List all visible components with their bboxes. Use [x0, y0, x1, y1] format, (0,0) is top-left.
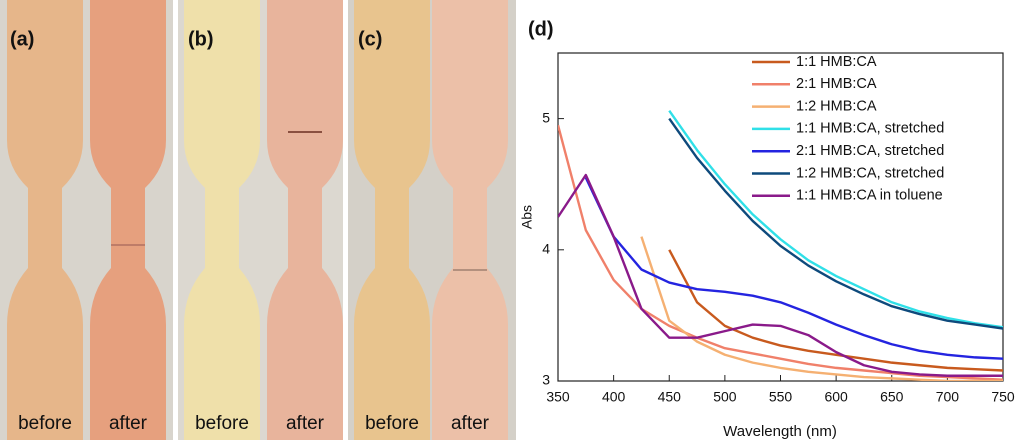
specimen-label: before: [365, 413, 419, 434]
legend-label: 1:2 HMB:CA: [796, 98, 877, 114]
photo-c: [348, 0, 516, 440]
y-tick-label: 5: [542, 109, 550, 125]
panel-label: (a): [10, 28, 34, 50]
series-line: [668, 249, 1003, 372]
photo-b: [178, 0, 343, 440]
x-tick-label: 750: [991, 389, 1015, 405]
y-tick-label: 3: [542, 372, 550, 388]
series-line: [558, 173, 1003, 377]
x-tick-label: 600: [824, 389, 848, 405]
plot-lines: [558, 110, 1003, 381]
panel-label: (c): [358, 28, 382, 50]
x-tick-label: 500: [713, 389, 737, 405]
y-axis-label: Abs: [519, 205, 535, 229]
legend-label: 1:2 HMB:CA, stretched: [796, 165, 944, 181]
x-tick-label: 550: [769, 389, 793, 405]
legend-label: 2:1 HMB:CA, stretched: [796, 143, 944, 159]
panel-label: (b): [188, 28, 214, 50]
chart-title: (d): [528, 18, 554, 40]
x-tick-label: 450: [658, 389, 682, 405]
plot-frame: [557, 52, 1004, 382]
series-line: [668, 110, 1003, 329]
photo-a: [0, 0, 173, 440]
specimen-label: before: [195, 413, 249, 434]
y-tick-label: 4: [542, 241, 550, 257]
specimen-label: after: [451, 413, 490, 434]
x-tick-label: 700: [936, 389, 960, 405]
series-line: [668, 117, 1003, 330]
legend-label: 1:1 HMB:CA: [796, 54, 877, 70]
specimen-label: after: [286, 413, 325, 434]
specimen-label: before: [18, 413, 72, 434]
legend-label: 2:1 HMB:CA: [796, 76, 877, 92]
series-line: [558, 124, 1003, 381]
x-axis-label: Wavelength (nm): [723, 423, 837, 440]
specimen-label: after: [109, 413, 148, 434]
series-line: [640, 236, 1003, 381]
legend-label: 1:1 HMB:CA, stretched: [796, 121, 944, 137]
x-tick-label: 400: [602, 389, 626, 405]
x-tick-label: 350: [546, 389, 570, 405]
series-line: [584, 177, 1003, 360]
x-tick-label: 650: [880, 389, 904, 405]
legend-label: 1:1 HMB:CA in toluene: [796, 188, 943, 204]
